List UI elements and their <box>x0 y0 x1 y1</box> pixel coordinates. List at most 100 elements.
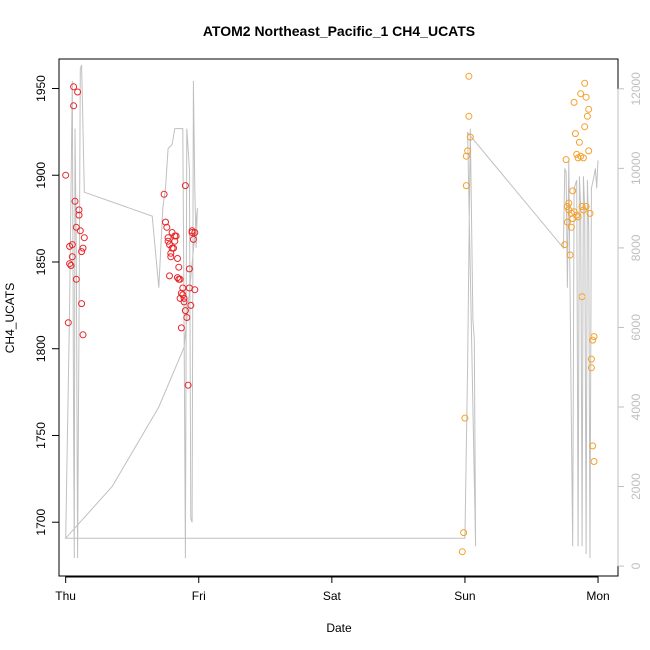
series-1-point <box>170 244 177 252</box>
x-axis-label: Date <box>326 621 352 635</box>
series-2-point <box>461 414 469 422</box>
series-1-point <box>181 182 189 190</box>
series-2-point <box>586 209 594 217</box>
series-1-point <box>67 262 75 269</box>
series-1-point <box>179 291 187 299</box>
series-2-point <box>583 112 591 120</box>
series-1-point <box>180 294 188 302</box>
series-1-point <box>163 223 171 231</box>
series-2-point <box>574 213 582 221</box>
series-2-point <box>565 199 573 207</box>
series-1-point <box>179 284 187 292</box>
series-2-point <box>464 147 472 155</box>
series-2-point <box>581 123 589 131</box>
series-1-point <box>68 241 76 249</box>
series-1-point <box>162 218 169 226</box>
series-1-point <box>66 260 74 268</box>
y2-tick-label: 8000 <box>629 234 643 261</box>
series-2-point <box>563 203 571 210</box>
altitude-line-layer <box>64 64 599 559</box>
series-1-point <box>164 237 172 245</box>
series-1-point <box>76 227 84 235</box>
series-2-point <box>579 154 587 162</box>
series-2-point <box>575 138 583 146</box>
x-tick-label: Mon <box>586 589 609 603</box>
y2-tick-label: 6000 <box>629 314 643 341</box>
series-1-point <box>160 190 168 198</box>
series-2-point <box>571 130 579 138</box>
series-1-point <box>175 263 183 271</box>
y2-tick-label: 12000 <box>629 72 643 106</box>
series-1-point <box>184 381 192 389</box>
series-2-point <box>562 156 570 164</box>
x-tick-label: Sat <box>323 589 342 603</box>
series-2-point <box>577 90 585 98</box>
series-2-point <box>590 458 598 465</box>
y2-tick-label: 10000 <box>629 151 643 185</box>
x-axis: Thu Fri Sat Sun Mon <box>55 576 610 603</box>
series-2-point <box>587 355 595 363</box>
series-1-point <box>70 83 78 91</box>
series-1-point <box>191 229 199 236</box>
series-2-point <box>462 182 470 190</box>
y-tick-label: 1900 <box>34 162 48 189</box>
series-1-point <box>188 229 196 236</box>
series-2-point <box>466 133 474 141</box>
series-2-point <box>465 112 473 120</box>
series-1-point <box>166 272 173 280</box>
series-1-point <box>180 298 188 306</box>
series-2-point <box>578 203 586 210</box>
x-tick-label: Sun <box>454 589 475 603</box>
chart-title: ATOM2 Northeast_Pacific_1 CH4_UCATS <box>203 23 475 39</box>
series-1-point <box>183 314 191 321</box>
series-1-point <box>72 223 80 231</box>
series-1-point <box>62 171 70 179</box>
series-1-point <box>174 255 181 262</box>
x-tick-label: Fri <box>192 589 206 603</box>
series-2-point <box>567 223 575 231</box>
series-2-point <box>569 187 577 195</box>
series-2-point <box>465 72 473 80</box>
series-2-point <box>578 293 586 301</box>
y-axis-label: CH4_UCATS <box>3 283 17 353</box>
series-1-point <box>71 197 79 205</box>
series-2-point <box>582 93 590 101</box>
series-1-point <box>75 211 83 219</box>
series-1-point <box>176 275 184 283</box>
series-1-point <box>72 275 80 283</box>
series-2-point <box>460 529 468 537</box>
series-2-point <box>566 251 574 259</box>
series-1-point <box>181 307 189 315</box>
series-1-point <box>70 102 78 110</box>
points-layer <box>62 72 598 556</box>
y-tick-label: 1950 <box>34 75 48 102</box>
series-1-point <box>171 237 179 245</box>
series-1-point <box>79 331 87 339</box>
series-2-point <box>458 548 466 556</box>
series-2-point <box>585 147 593 155</box>
series-1-point <box>64 319 72 327</box>
series-2-point <box>585 105 593 113</box>
series-2-point <box>561 241 569 249</box>
y-axis: 1700 1750 1800 1850 1900 1950 <box>34 75 60 536</box>
y-tick-label: 1750 <box>34 422 48 449</box>
x-tick-label: Thu <box>55 589 76 603</box>
series-1-point <box>191 286 199 294</box>
series-1-point <box>189 235 197 243</box>
y2-tick-label: 4000 <box>629 393 643 420</box>
series-1-point <box>74 88 82 96</box>
series-2-point <box>589 442 597 450</box>
y-tick-label: 1800 <box>34 335 48 362</box>
series-2-point <box>587 364 595 372</box>
series-1-point <box>167 253 175 261</box>
series-1-point <box>78 300 86 308</box>
y2-tick-label: 0 <box>629 562 643 569</box>
series-1-point <box>172 232 180 240</box>
series-2-point <box>563 218 571 226</box>
series-1-point <box>78 248 86 256</box>
series-2-point <box>570 98 578 106</box>
series-1-point <box>185 265 193 273</box>
series-1-point <box>68 253 76 261</box>
